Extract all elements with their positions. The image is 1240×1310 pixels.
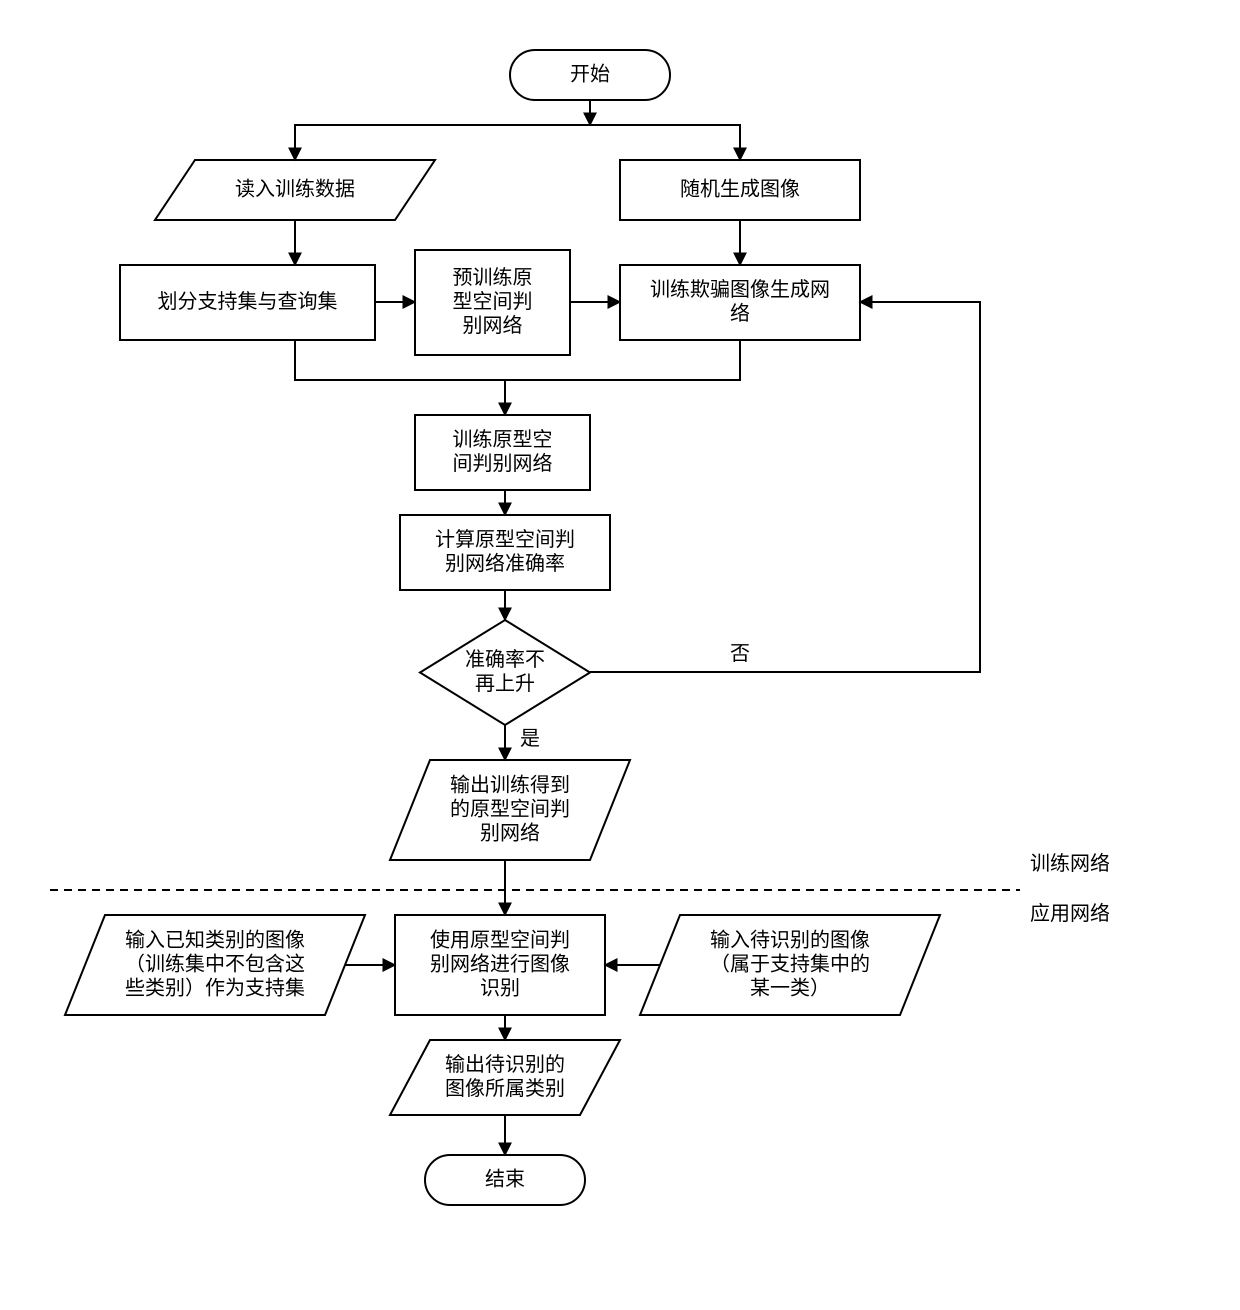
node-text: 输出待识别的 <box>445 1053 565 1076</box>
edge-label: 否 <box>730 643 750 665</box>
node-text: 再上升 <box>475 672 535 695</box>
edge-split-right <box>590 125 740 160</box>
node-text: 型空间判 <box>453 290 533 313</box>
node-text: 些类别）作为支持集 <box>125 976 305 999</box>
node-input_known: 输入已知类别的图像（训练集中不包含这些类别）作为支持集 <box>65 915 365 1015</box>
node-text: 某一类） <box>750 976 830 999</box>
node-train_proto: 训练原型空间判别网络 <box>415 415 590 490</box>
node-use_proto: 使用原型空间判别网络进行图像识别 <box>395 915 605 1015</box>
node-text: 络 <box>730 302 750 325</box>
node-text: 的原型空间判 <box>450 797 570 820</box>
node-start: 开始 <box>510 50 670 100</box>
node-text: 输出训练得到 <box>450 773 570 796</box>
node-text: 读入训练数据 <box>235 177 355 200</box>
node-text: 使用原型空间判 <box>430 928 570 951</box>
node-split_set: 划分支持集与查询集 <box>120 265 375 340</box>
node-text: 训练欺骗图像生成网 <box>650 278 830 301</box>
node-text: （训练集中不包含这 <box>125 952 305 975</box>
node-text: 计算原型空间判 <box>435 528 575 551</box>
node-text: 图像所属类别 <box>445 1077 565 1100</box>
flowchart-canvas: 开始读入训练数据随机生成图像划分支持集与查询集预训练原型空间判别网络训练欺骗图像… <box>20 20 1220 1290</box>
node-text: 输入待识别的图像 <box>710 928 870 951</box>
node-text: 别网络 <box>480 821 540 844</box>
node-text: 间判别网络 <box>453 452 553 475</box>
node-text: 随机生成图像 <box>680 177 800 200</box>
node-calc_acc: 计算原型空间判别网络准确率 <box>400 515 610 590</box>
edge-label: 是 <box>520 728 540 750</box>
node-text: 训练原型空 <box>453 428 553 451</box>
node-text: 别网络 <box>463 314 523 337</box>
node-decision: 准确率不再上升 <box>420 620 590 725</box>
node-text: （属于支持集中的 <box>710 952 870 975</box>
node-input_unknown: 输入待识别的图像（属于支持集中的某一类） <box>640 915 940 1015</box>
edge-split-left <box>295 125 590 160</box>
node-train_decept: 训练欺骗图像生成网络 <box>620 265 860 340</box>
node-end: 结束 <box>425 1155 585 1205</box>
node-text: 开始 <box>570 62 610 85</box>
node-text: 输入已知类别的图像 <box>125 928 305 951</box>
node-text: 别网络准确率 <box>445 552 565 575</box>
label-apply-network: 应用网络 <box>1030 902 1110 925</box>
node-gen_image: 随机生成图像 <box>620 160 860 220</box>
node-text: 准确率不 <box>465 648 545 671</box>
edge-decision-no <box>590 302 980 672</box>
label-train-network: 训练网络 <box>1030 852 1110 875</box>
node-text: 别网络进行图像 <box>430 952 570 975</box>
node-read_data: 读入训练数据 <box>155 160 435 220</box>
node-text: 结束 <box>485 1167 525 1190</box>
node-text: 预训练原 <box>453 266 533 289</box>
node-output_net: 输出训练得到的原型空间判别网络 <box>390 760 630 860</box>
node-text: 划分支持集与查询集 <box>158 290 338 313</box>
node-pretrain: 预训练原型空间判别网络 <box>415 250 570 355</box>
node-output_cat: 输出待识别的图像所属类别 <box>390 1040 620 1115</box>
node-text: 识别 <box>480 976 520 999</box>
